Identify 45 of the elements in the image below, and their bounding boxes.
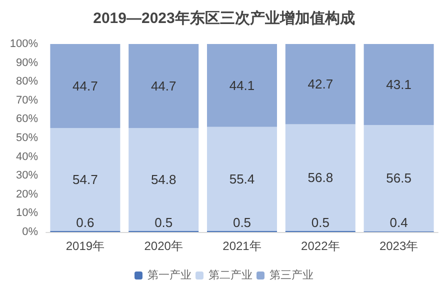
y-tick-label: 10% (16, 207, 38, 220)
data-label: 56.5 (386, 170, 412, 186)
y-tick-label: 0% (22, 226, 38, 238)
data-label: 44.7 (72, 78, 98, 94)
legend-label: 第二产业 (208, 268, 252, 282)
y-tick-label: 70% (16, 94, 38, 106)
legend-label: 第三产业 (270, 268, 314, 282)
data-label: 0.4 (390, 215, 408, 230)
data-label: 54.8 (150, 172, 176, 188)
bar (364, 44, 434, 126)
data-label: 42.7 (308, 76, 334, 92)
bar (50, 44, 120, 128)
y-tick-label: 30% (16, 170, 38, 182)
bar (128, 128, 199, 232)
x-tick-label: 2020年 (144, 239, 183, 253)
y-tick-label: 90% (16, 56, 38, 69)
y-tick-label: 40% (16, 150, 38, 163)
bar (285, 44, 356, 124)
bar (207, 44, 277, 127)
data-label: 0.5 (154, 215, 173, 230)
data-label: 54.7 (72, 172, 98, 187)
y-tick-label: 20% (16, 188, 38, 200)
x-tick-label: 2021年 (222, 239, 262, 253)
bar (285, 124, 356, 232)
y-tick-label: 100% (10, 38, 38, 50)
y-tick-label: 80% (16, 76, 38, 88)
data-label: 0.5 (311, 215, 330, 230)
x-tick-label: 2023年 (379, 239, 418, 253)
chart-title: 2019—2023年东区三次产业增加值构成 (93, 9, 355, 27)
data-label: 56.8 (308, 170, 334, 186)
y-tick-label: 50% (16, 132, 38, 144)
x-tick-label: 2022年 (301, 239, 340, 253)
x-tick-label: 2019年 (66, 239, 105, 253)
data-label: 55.4 (229, 171, 255, 186)
data-label: 0.5 (232, 215, 252, 230)
bar (364, 125, 434, 232)
y-tick-label: 60% (16, 113, 38, 126)
legend-label: 第一产业 (148, 268, 192, 282)
data-label: 44.7 (150, 78, 176, 94)
data-label: 43.1 (386, 77, 412, 92)
bar (50, 128, 120, 231)
data-label: 0.6 (76, 214, 94, 230)
data-label: 44.1 (229, 78, 255, 93)
bar (128, 44, 199, 128)
bar (207, 126, 277, 232)
